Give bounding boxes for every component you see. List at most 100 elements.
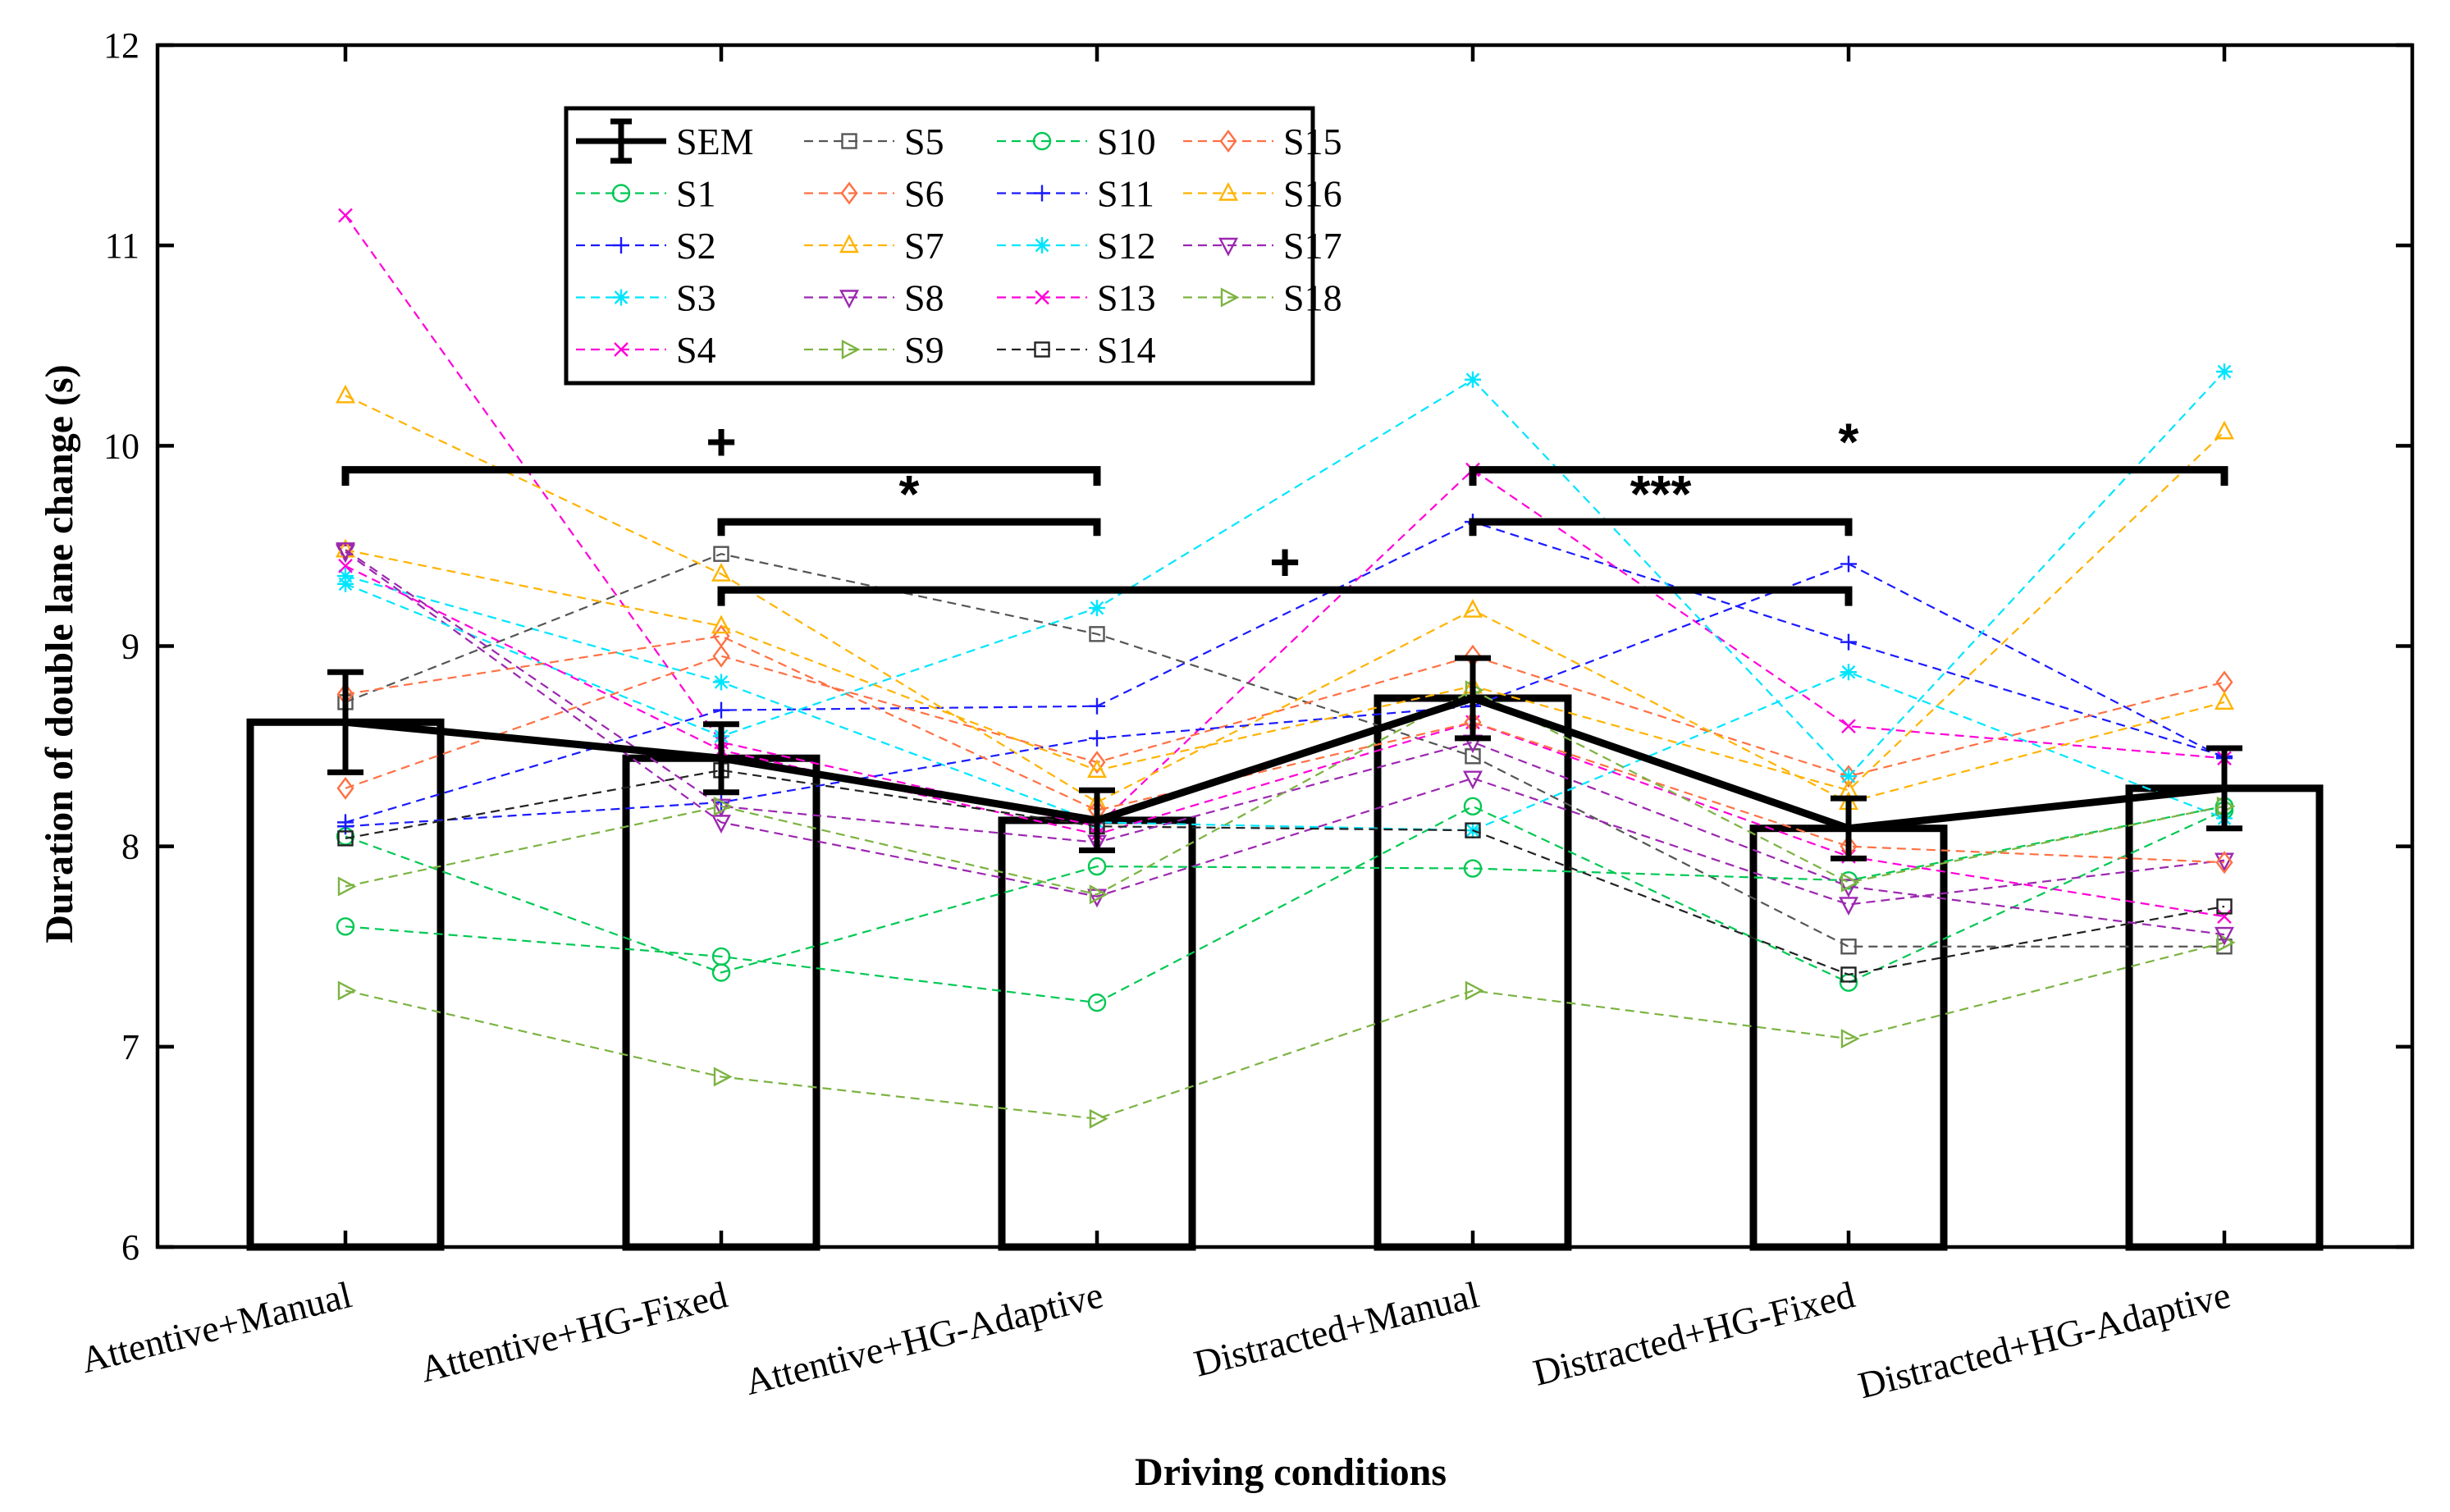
series-line-s11 xyxy=(345,563,2225,828)
point-s12-4 xyxy=(1465,371,1481,388)
legend-label-s17: S17 xyxy=(1283,225,1342,267)
series-line-s18 xyxy=(345,688,2225,896)
point-s4-5 xyxy=(1841,719,1856,734)
point-s2-5 xyxy=(1840,633,1857,651)
legend-marker-s1 xyxy=(611,184,631,203)
legend-label-sem: SEM xyxy=(676,121,754,162)
legend-label-s18: S18 xyxy=(1283,277,1342,319)
point-s17-1 xyxy=(336,542,355,561)
sem-errorbar-5 xyxy=(1831,795,1867,861)
mean-line xyxy=(345,694,2225,833)
legend-label-s11: S11 xyxy=(1097,173,1154,215)
point-s16-3 xyxy=(1087,759,1107,779)
y-tick-label-12: 12 xyxy=(103,25,139,66)
significance-bracket-3 xyxy=(717,586,1853,606)
legend-marker-s13 xyxy=(1035,290,1049,305)
point-s5-3 xyxy=(1089,626,1105,642)
series-line-s1 xyxy=(345,805,2225,1004)
y-tick-label-6: 6 xyxy=(121,1227,139,1268)
point-s6-2 xyxy=(712,644,730,668)
point-s12-3 xyxy=(1089,600,1105,617)
legend-label-s9: S9 xyxy=(904,329,944,371)
point-s1-4 xyxy=(1463,797,1483,816)
series-line-s8 xyxy=(345,550,2225,906)
point-s17-5 xyxy=(1839,879,1858,898)
significance-label-4: * xyxy=(1839,413,1859,472)
legend-marker-s2 xyxy=(613,237,629,254)
point-s13-6 xyxy=(2217,909,2232,924)
point-s11-3 xyxy=(1089,729,1105,747)
point-s12-5 xyxy=(1840,768,1857,785)
point-s2-3 xyxy=(1089,697,1105,715)
series-line-s2 xyxy=(345,520,2225,824)
legend-label-s3: S3 xyxy=(676,277,716,319)
x-axis-label: Driving conditions xyxy=(1135,1450,1447,1494)
sem-errorbar-2 xyxy=(703,721,739,796)
legend-label-s2: S2 xyxy=(676,225,716,267)
point-s6-5 xyxy=(1840,765,1858,788)
series-line-s9 xyxy=(345,941,2225,1120)
legend-marker-s3 xyxy=(613,289,629,306)
series-line-s14 xyxy=(345,769,2225,976)
point-s7-2 xyxy=(711,563,731,582)
y-tick-label-10: 10 xyxy=(103,426,139,466)
point-s14-4 xyxy=(1465,822,1481,838)
point-s8-5 xyxy=(1839,897,1858,916)
legend-marker-s5 xyxy=(841,133,857,149)
series-line-s12 xyxy=(345,371,2225,778)
legend-label-s8: S8 xyxy=(904,277,944,319)
legend-label-s7: S7 xyxy=(904,225,944,267)
legend-marker-s16 xyxy=(1218,181,1238,201)
point-s16-6 xyxy=(2215,420,2234,440)
point-s4-1 xyxy=(338,208,353,223)
legend-label-s13: S13 xyxy=(1097,277,1156,319)
series-line-s17 xyxy=(345,549,2225,936)
y-tick-label-8: 8 xyxy=(121,827,139,867)
point-s5-5 xyxy=(1840,939,1857,955)
legend-marker-s18 xyxy=(1220,287,1240,308)
legend-marker-s9 xyxy=(841,340,861,359)
legend-label-s15: S15 xyxy=(1283,121,1342,162)
sem-errorbar-6 xyxy=(2206,745,2242,832)
point-s9-2 xyxy=(713,1067,733,1087)
point-s9-6 xyxy=(2216,932,2236,952)
significance-bracket-1 xyxy=(341,466,1101,486)
point-s3-5 xyxy=(1840,664,1857,681)
point-s7-1 xyxy=(336,384,355,404)
point-s10-3 xyxy=(1087,856,1107,876)
sem-errorbar-3 xyxy=(1079,787,1115,854)
legend-marker-s12 xyxy=(1034,237,1050,254)
point-s15-6 xyxy=(2215,851,2233,875)
significance-label-3: + xyxy=(1269,532,1300,592)
legend-marker-s17 xyxy=(1218,237,1238,257)
point-s16-2 xyxy=(711,614,731,634)
point-s13-1 xyxy=(338,558,353,573)
significance-label-5: *** xyxy=(1630,464,1692,523)
legend-marker-s11 xyxy=(1034,185,1050,202)
series-line-s15 xyxy=(345,635,2225,864)
significance-layer: +*+**** xyxy=(341,413,2228,606)
point-s1-1 xyxy=(336,917,355,936)
significance-bracket-5 xyxy=(1469,518,1853,537)
point-s8-4 xyxy=(1463,770,1483,790)
point-s17-6 xyxy=(2215,926,2234,946)
series-line-s13 xyxy=(345,564,2225,918)
mean-layer xyxy=(327,655,2242,861)
point-s18-3 xyxy=(1089,884,1108,905)
point-s14-5 xyxy=(1840,966,1857,983)
subjects-layer xyxy=(336,208,2236,1129)
legend-label-s12: S12 xyxy=(1097,225,1156,267)
series-line-s3 xyxy=(345,574,2225,832)
sem-errorbar-1 xyxy=(327,669,363,775)
point-s3-2 xyxy=(713,674,729,691)
legend-label-s16: S16 xyxy=(1283,173,1342,215)
series-line-s16 xyxy=(345,431,2225,792)
legend-label-s10: S10 xyxy=(1097,121,1156,162)
series-line-s7 xyxy=(345,395,2225,804)
point-s16-1 xyxy=(336,538,355,558)
legend-marker-s6 xyxy=(840,181,858,205)
legend-marker-s7 xyxy=(839,234,859,254)
point-s18-2 xyxy=(713,796,733,816)
point-s1-3 xyxy=(1087,993,1107,1012)
